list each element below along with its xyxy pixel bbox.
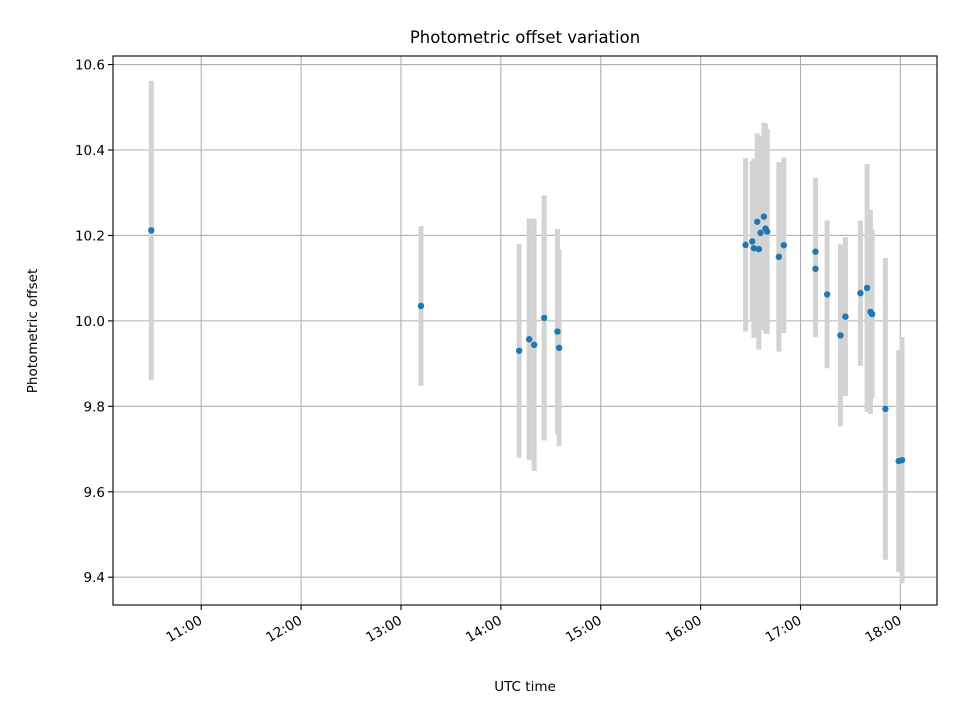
plot-frame (112, 55, 938, 606)
data-point (863, 284, 871, 292)
x-tick-label: 15:00 (563, 613, 605, 646)
y-tick-label: 9.4 (84, 570, 105, 586)
data-point (764, 228, 771, 235)
data-point (760, 213, 768, 220)
data-point (842, 313, 849, 320)
data-points (148, 213, 906, 465)
x-tick-label: 14:00 (463, 613, 505, 646)
x-tick-label: 13:00 (363, 613, 405, 646)
data-point (515, 347, 523, 354)
chart-title: Photometric offset variation (410, 28, 640, 47)
data-point (148, 227, 155, 234)
data-point (755, 245, 763, 253)
data-point (750, 245, 758, 252)
data-point (868, 310, 876, 318)
x-tick-label: 16:00 (663, 613, 705, 646)
data-point (554, 328, 561, 335)
y-tick-label: 10.2 (75, 228, 105, 244)
data-point (540, 314, 548, 322)
data-point (882, 405, 889, 413)
data-point (754, 218, 761, 225)
y-axis-label: Photometric offset (25, 269, 41, 393)
y-axis-ticks: 9.4 9.6 9.8 10.0 10.2 10.4 10.6 (75, 58, 113, 586)
y-tick-label: 10.0 (75, 314, 105, 330)
x-tick-label: 17:00 (763, 613, 805, 646)
data-point (823, 291, 831, 298)
grid (113, 56, 937, 605)
data-point (775, 253, 783, 261)
y-tick-label: 10.4 (75, 143, 105, 159)
x-axis-ticks: 11:00 12:00 13:00 14:00 15:00 16:00 17:00 18:00 (164, 605, 905, 646)
data-point (812, 248, 819, 255)
data-point (898, 456, 906, 464)
data-point (742, 241, 749, 249)
y-tick-label: 9.8 (84, 399, 105, 415)
data-point (749, 238, 756, 245)
data-point (525, 336, 533, 343)
x-tick-label: 11:00 (164, 613, 206, 646)
y-tick-label: 10.6 (75, 58, 105, 74)
y-tick-label: 9.6 (84, 485, 105, 501)
data-point (530, 341, 538, 349)
data-point (555, 344, 563, 352)
x-axis-label: UTC time (494, 679, 556, 695)
data-point (780, 242, 788, 249)
data-point (757, 229, 764, 237)
error-bars (148, 80, 905, 584)
data-point (812, 265, 819, 272)
x-tick-label: 18:00 (863, 613, 905, 646)
data-point (417, 302, 425, 310)
data-point (837, 332, 844, 339)
data-point (857, 289, 864, 297)
x-tick-label: 12:00 (263, 613, 305, 646)
